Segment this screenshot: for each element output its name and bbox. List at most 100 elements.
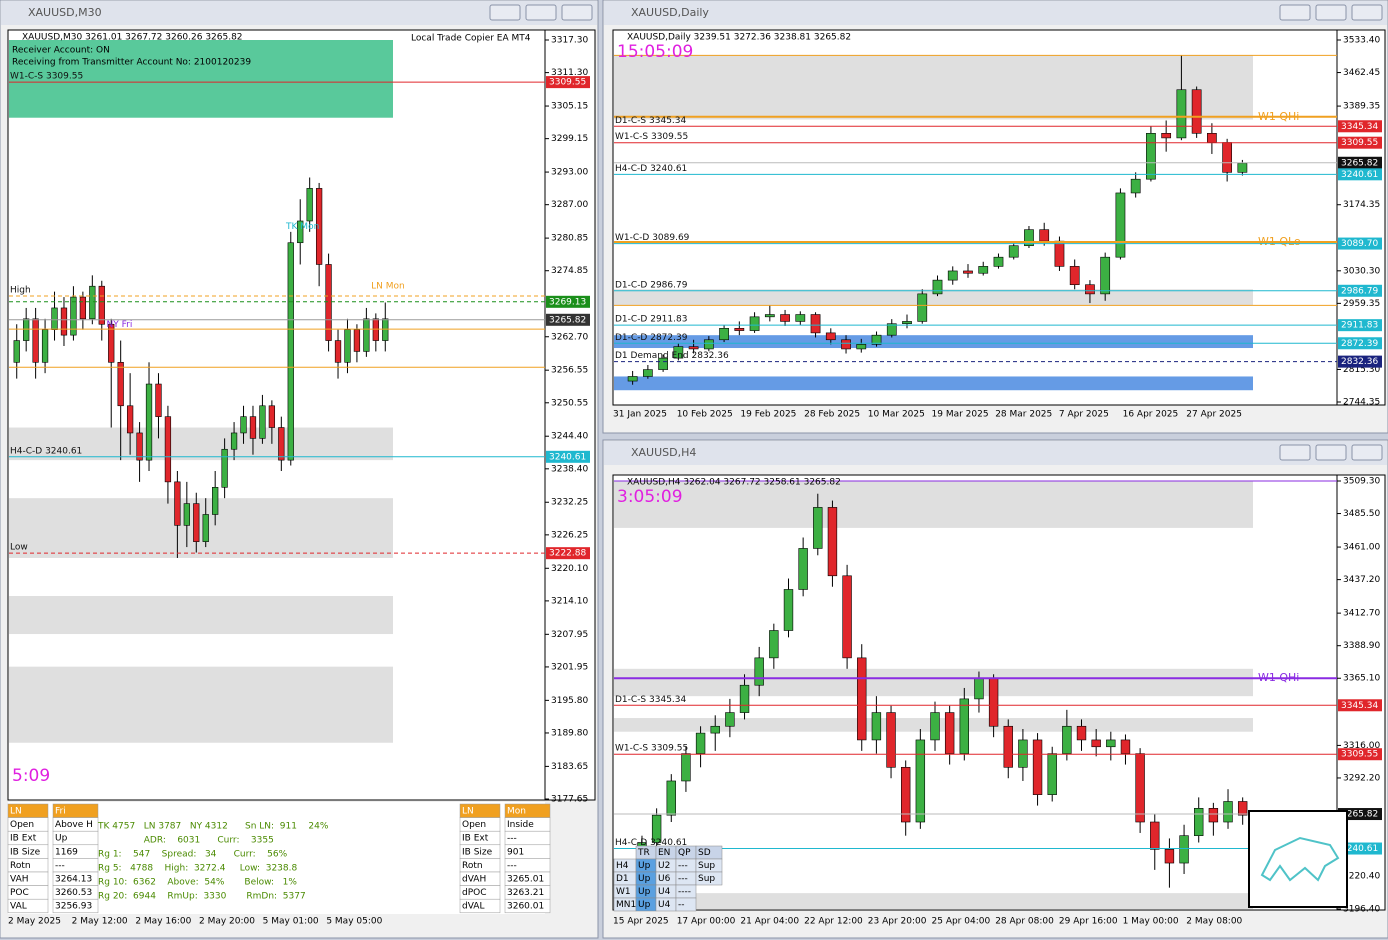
minimize-button[interactable] (1279, 444, 1311, 461)
zone (9, 666, 393, 743)
candle-body (959, 698, 969, 754)
table-text: Open (10, 820, 34, 830)
candle-body (1237, 162, 1248, 173)
table-text: IB Size (10, 847, 41, 857)
table-text: 901 (507, 847, 524, 857)
title-bar (604, 441, 1387, 465)
x-tick-label: 5 May 01:00 (263, 917, 319, 927)
price-tag (546, 547, 590, 560)
price-tag (1338, 168, 1382, 181)
candle-body (930, 712, 940, 741)
price-tag-label: 3089.70 (1341, 239, 1378, 249)
restore-button[interactable] (525, 4, 557, 21)
candle-body (382, 318, 389, 341)
candle-body (871, 712, 882, 741)
y-tick-label: 3030.30 (1343, 266, 1380, 276)
minimize-button[interactable] (1279, 4, 1311, 21)
candle-body (658, 357, 668, 370)
x-tick-label: 22 Apr 12:00 (804, 917, 863, 927)
y-tick-label: 3509.30 (1343, 477, 1380, 487)
candle-body (1135, 753, 1145, 823)
chart-window: XAUUSD,M30 3317.30 3311.30 3305.15 3299.15 32… (0, 0, 599, 939)
candle-body (297, 220, 304, 244)
table-text: VAL (10, 902, 27, 912)
price-tag-label: 3345.34 (1341, 701, 1378, 711)
candle-body (1032, 739, 1043, 795)
table-text: Rotn (462, 861, 483, 871)
price-tag-label: 3309.55 (1341, 750, 1378, 760)
candle-body (993, 256, 1004, 267)
price-tag (1338, 156, 1382, 169)
chart-header: XAUUSD,H4 3262.04 3267.72 3258.61 3265.8… (627, 478, 841, 488)
table-text: Up (55, 834, 68, 844)
candle-body (813, 507, 823, 549)
candle-body (1100, 256, 1111, 295)
candle-body (183, 503, 190, 526)
trend-text: U4 (658, 900, 671, 910)
level-label: D1-C-S 3345.34 (615, 116, 687, 126)
price-tag (546, 313, 590, 326)
y-tick-label: 3232.25 (551, 498, 588, 508)
y-tick-label: 3244.40 (551, 432, 588, 442)
close-button[interactable] (561, 4, 593, 21)
candle-body (1208, 808, 1219, 823)
y-tick-label: 3280.85 (551, 234, 588, 244)
price-tag (546, 76, 590, 89)
minimize-button[interactable] (489, 4, 521, 21)
candle-body (917, 293, 928, 322)
table-text: --- (55, 861, 65, 871)
candle-body (1191, 89, 1202, 134)
candle-body (212, 487, 219, 515)
candle-body (315, 188, 323, 265)
candle-body (259, 405, 266, 439)
zone (614, 55, 1253, 120)
candle-body (974, 678, 984, 700)
candle-body (886, 712, 896, 768)
price-tag-label: 3240.61 (1341, 170, 1378, 180)
y-tick-label: 3437.20 (1343, 575, 1380, 585)
candle-body (230, 432, 238, 450)
zone (614, 335, 1253, 349)
candle-body (174, 481, 181, 526)
y-tick-label: 3207.95 (551, 630, 588, 640)
candle-body (353, 329, 361, 352)
table-text: Rotn (10, 861, 31, 871)
y-tick-label: 3250.55 (551, 398, 588, 408)
y-tick-label: 3195.80 (551, 696, 588, 706)
candle-body (1120, 739, 1131, 754)
candle-body (841, 339, 851, 350)
session-note: TK Mon (285, 222, 319, 232)
restore-button[interactable] (1315, 4, 1347, 21)
price-tag (546, 295, 590, 308)
y-tick-label: 3389.35 (1343, 102, 1380, 112)
y-tick-label: 3316.00 (1343, 741, 1380, 751)
chart-header: XAUUSD,Daily 3239.51 3272.36 3238.81 326… (627, 33, 851, 43)
price-tag (1338, 699, 1382, 712)
table-text: Fri (55, 807, 66, 817)
candle-body (725, 712, 735, 727)
price-tag-label: 3265.82 (1341, 810, 1378, 820)
price-tag (1338, 355, 1382, 368)
close-button[interactable] (1351, 444, 1383, 461)
price-tag-label: 2986.79 (1341, 286, 1378, 296)
close-button[interactable] (1351, 4, 1383, 21)
candle-body (1062, 725, 1072, 754)
candle-body (963, 270, 973, 274)
price-tag-label: 3269.13 (549, 297, 586, 307)
candle-body (932, 279, 943, 295)
restore-button[interactable] (1315, 444, 1347, 461)
x-tick-label: 10 Mar 2025 (868, 410, 925, 420)
price-tag (1338, 748, 1382, 761)
candle-body (51, 307, 58, 330)
y-tick-label: 3317.30 (551, 36, 588, 46)
candle-body (13, 340, 20, 363)
stats-line: ADR: 6031 Curr: 3355 (98, 836, 274, 846)
info-line: Receiving from Transmitter Account No: 2… (12, 58, 251, 68)
level-label: D1-C-S 3345.34 (615, 695, 687, 705)
candle-body (642, 369, 653, 377)
candle-body (145, 383, 153, 461)
table-text: LN (462, 807, 474, 817)
price-tag (1338, 237, 1382, 250)
window-title: XAUUSD,H4 (631, 446, 696, 459)
candle-body (798, 548, 808, 590)
